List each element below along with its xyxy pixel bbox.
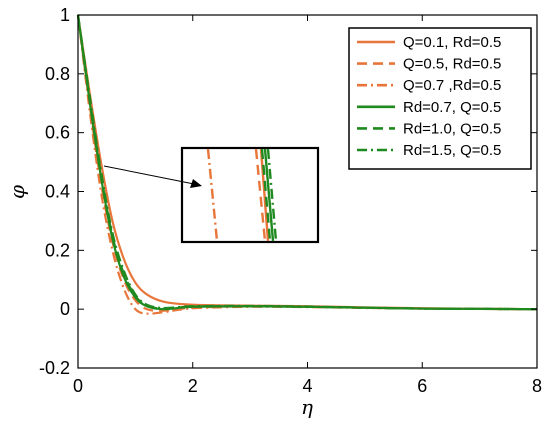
y-tick-label: 0.8 <box>45 64 70 84</box>
legend-label-4: Rd=0.7, Q=0.5 <box>403 99 501 116</box>
legend-label-3: Q=0.7 ,Rd=0.5 <box>403 77 501 94</box>
y-axis: -0.2 0 0.2 0.4 0.6 0.8 1 <box>39 5 537 378</box>
inset-series-line-5 <box>263 148 275 242</box>
x-tick-label: 6 <box>417 376 427 396</box>
x-tick-label: 2 <box>188 376 198 396</box>
legend: Q=0.1, Rd=0.5 Q=0.5, Rd=0.5 Q=0.7 ,Rd=0.5 R… <box>348 27 532 170</box>
y-axis-label: φ <box>5 185 29 199</box>
inset-series-line-1 <box>206 148 219 242</box>
x-axis-label: η <box>301 395 313 419</box>
x-tick-label: 4 <box>302 376 312 396</box>
y-tick-label: -0.2 <box>39 358 70 378</box>
y-tick-label: 0 <box>60 299 70 319</box>
inset-series-line-3 <box>259 148 270 242</box>
inset-box <box>180 146 320 244</box>
x-tick-label: 8 <box>532 376 542 396</box>
legend-box <box>348 27 532 170</box>
y-tick-label: 1 <box>60 5 70 25</box>
inset-series-line-6 <box>266 148 278 242</box>
inset-layer <box>103 146 320 244</box>
legend-label-1: Q=0.1, Rd=0.5 <box>403 34 501 51</box>
zoom-arrow-head <box>190 179 202 188</box>
legend-label-2: Q=0.5, Rd=0.5 <box>403 56 501 73</box>
legend-label-6: Rd=1.5, Q=0.5 <box>403 142 501 159</box>
x-axis: 0 2 4 6 8 <box>73 15 542 396</box>
zoom-arrow-line <box>103 165 195 185</box>
series-layer <box>76 14 538 315</box>
legend-label-5: Rd=1.0, Q=0.5 <box>403 120 501 137</box>
y-tick-label: 0.4 <box>45 182 70 202</box>
x-tick-label: 0 <box>73 376 83 396</box>
series-line-6 <box>76 14 538 311</box>
y-tick-label: 0.2 <box>45 240 70 260</box>
y-tick-label: 0.6 <box>45 123 70 143</box>
